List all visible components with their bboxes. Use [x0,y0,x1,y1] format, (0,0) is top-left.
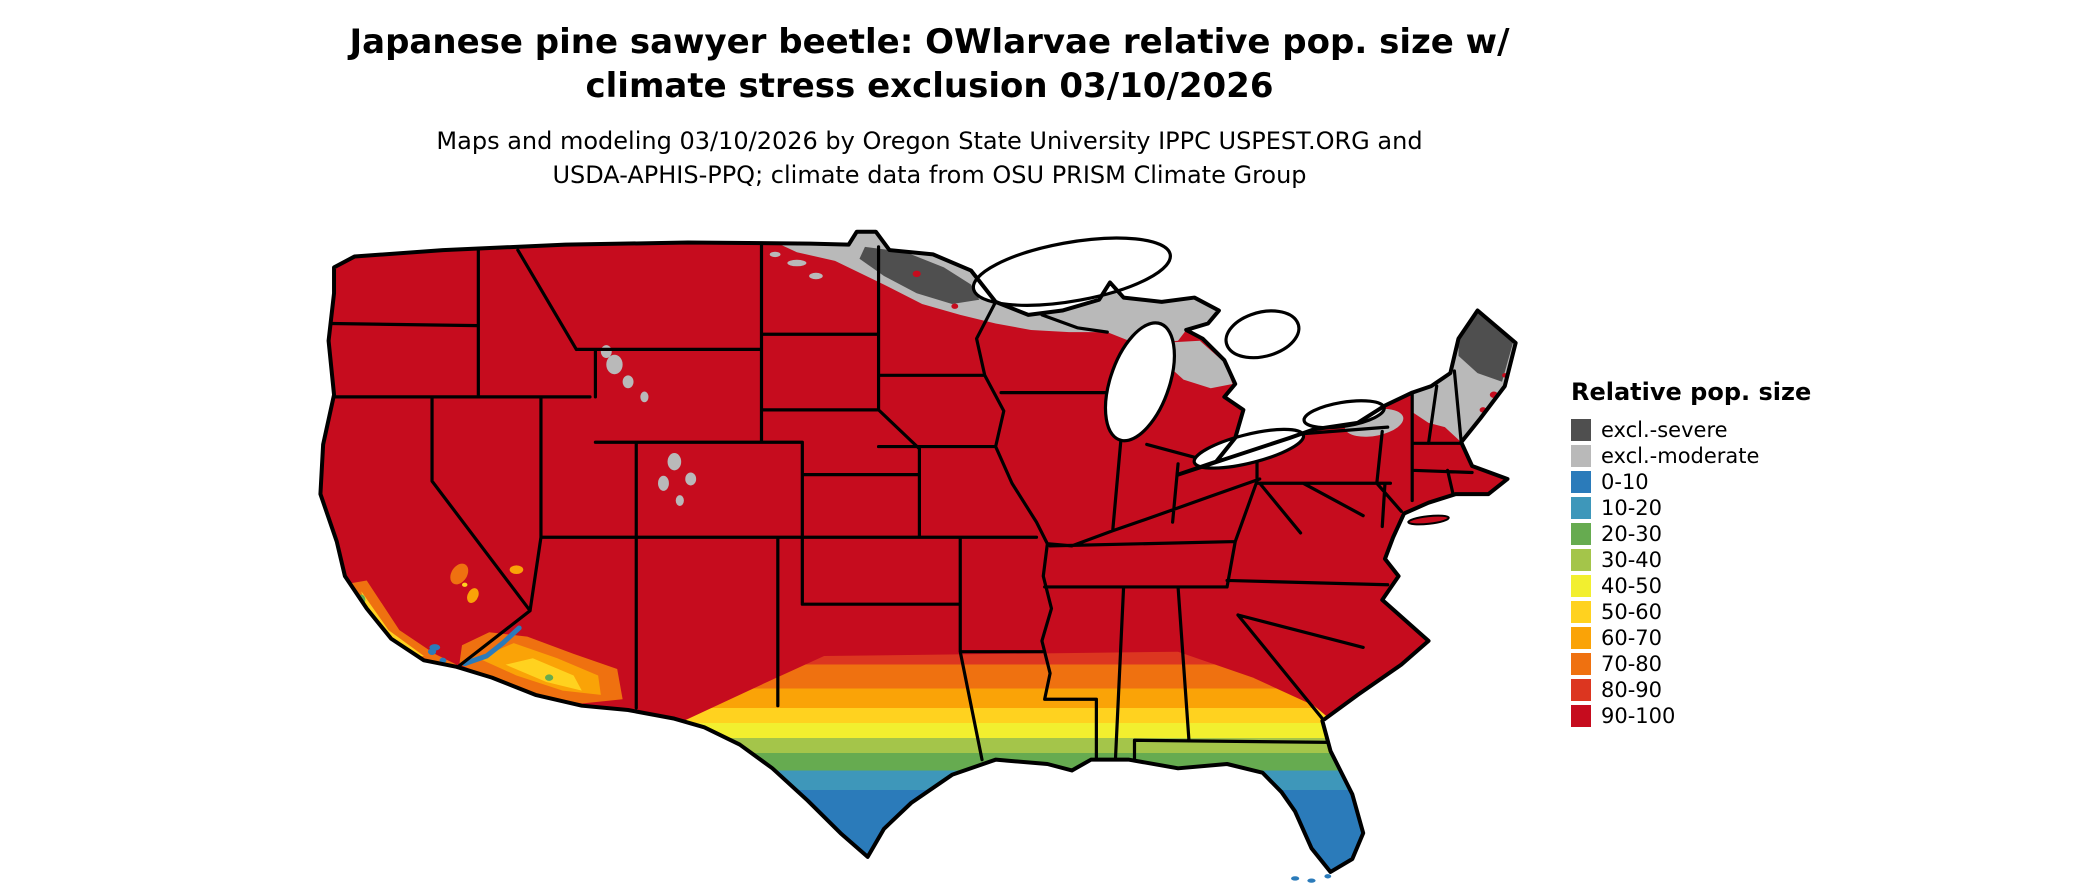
map-title-line2: climate stress exclusion 03/10/2026 [585,66,1274,106]
legend-color-swatch [1571,549,1591,571]
legend-color-swatch [1571,627,1591,649]
legend-color-swatch [1571,653,1591,675]
legend-item: 60-70 [1571,625,1811,651]
legend-item: 40-50 [1571,573,1811,599]
legend-color-swatch [1571,471,1591,493]
red-inliers [912,270,1508,413]
legend-color-swatch [1571,679,1591,701]
legend-item: 50-60 [1571,599,1811,625]
legend-item-label: 50-60 [1601,600,1663,624]
legend-item: excl.-severe [1571,417,1811,443]
legend-item-label: 20-30 [1601,522,1663,546]
legend-title: Relative pop. size [1571,378,1812,406]
map-title: Japanese pine sawyer beetle: OWlarvae re… [0,20,1859,108]
legend-item: 80-90 [1571,677,1811,703]
state-borders [323,245,1472,760]
legend-item: 90-100 [1571,703,1811,729]
lake-superior [965,225,1178,318]
map-title-line1: Japanese pine sawyer beetle: OWlarvae re… [349,22,1510,62]
legend-item-label: excl.-moderate [1601,444,1760,468]
legend-color-swatch [1571,419,1591,441]
legend-item: 0-10 [1571,469,1811,495]
legend-item-label: 90-100 [1601,704,1676,728]
map-subtitle-line2: USDA-APHIS-PPQ; climate data from OSU PR… [552,161,1307,189]
legend-color-swatch [1571,705,1591,727]
legend-item-label: excl.-severe [1601,418,1728,442]
legend: Relative pop. size excl.-severe excl.-mo… [1571,378,1811,729]
legend-item: 70-80 [1571,651,1811,677]
lake-michigan [1092,317,1187,446]
map-subtitle: Maps and modeling 03/10/2026 by Oregon S… [0,124,1859,192]
lake-huron [1216,302,1308,367]
legend-color-swatch [1571,445,1591,467]
legend-item: 10-20 [1571,495,1811,521]
legend-item-label: 70-80 [1601,652,1663,676]
long-island [1408,514,1450,526]
legend-color-swatch [1571,601,1591,623]
legend-color-swatch [1571,497,1591,519]
florida-keys [1291,874,1332,883]
legend-item-label: 0-10 [1601,470,1649,494]
legend-item-label: 10-20 [1601,496,1663,520]
us-outline [320,232,1515,872]
arizona-desert-region [459,565,623,704]
us-map-svg [300,222,1532,883]
legend-item: excl.-moderate [1571,443,1811,469]
us-map [300,222,1532,886]
map-subtitle-line1: Maps and modeling 03/10/2026 by Oregon S… [436,127,1423,155]
legend-item-label: 60-70 [1601,626,1663,650]
legend-color-swatch [1571,575,1591,597]
legend-item: 30-40 [1571,547,1811,573]
legend-item-label: 30-40 [1601,548,1663,572]
legend-item-label: 40-50 [1601,574,1663,598]
legend-item: 20-30 [1571,521,1811,547]
legend-item-label: 80-90 [1601,678,1663,702]
legend-color-swatch [1571,523,1591,545]
